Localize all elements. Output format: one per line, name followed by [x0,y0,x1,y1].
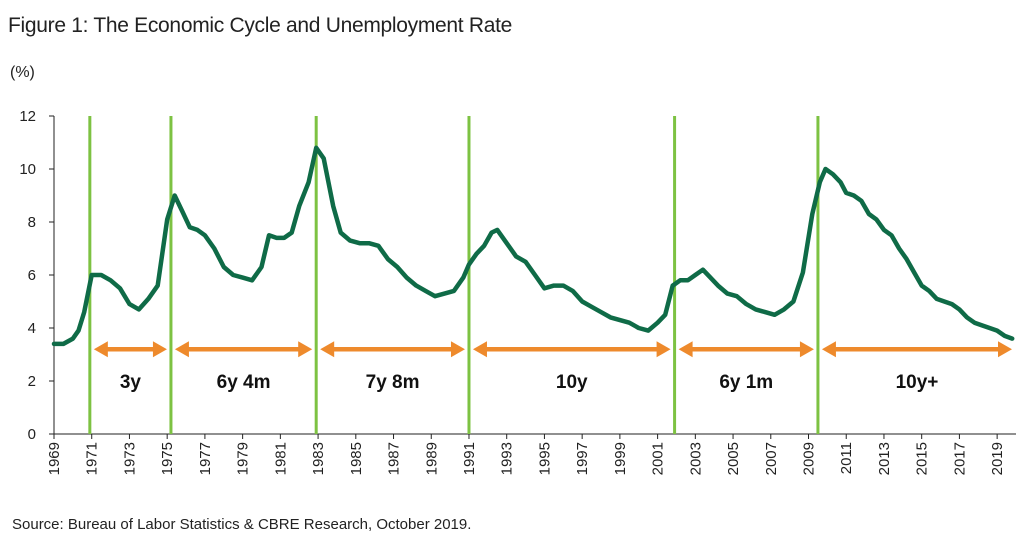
chart-title: Figure 1: The Economic Cycle and Unemplo… [8,14,513,37]
y-tick-label: 4 [28,320,36,337]
cycle-arrow-head-left [320,341,335,358]
cycle-arrow-head-left [174,341,189,358]
source-note: Source: Bureau of Labor Statistics & CBR… [12,516,472,533]
x-tick-label: 1987 [386,442,403,475]
x-tick-label: 1975 [159,442,176,475]
x-tick-label: 1977 [197,442,214,475]
recession-lines [88,116,820,434]
x-tick-label: 1979 [235,442,252,475]
x-tick-label: 2001 [650,442,667,475]
cycle-arrow-head-right [799,341,814,358]
cycle-label: 6y 4m [217,372,271,393]
cycle-arrow-head-right [450,341,465,358]
x-tick-label: 2005 [725,442,742,475]
y-tick-label: 12 [19,108,36,125]
x-tick-label: 1999 [612,442,629,475]
x-tick-label: 1973 [121,442,138,475]
series-group [51,145,1015,347]
cycle-label: 10y+ [896,372,939,393]
x-tick-label: 1969 [46,442,63,475]
cycle-arrow-head-right [298,341,313,358]
x-tick-label: 2015 [914,442,931,475]
y-tick-label: 0 [28,426,36,443]
cycle-arrow-head-right [152,341,167,358]
x-tick-label: 2019 [989,442,1006,475]
cycle-arrow-head-right [656,341,671,358]
x-tick-label: 2009 [801,442,818,475]
cycle-arrow-head-left [678,341,693,358]
cycle-label: 6y 1m [719,372,773,393]
cycle-arrow-head-left [472,341,487,358]
y-tick-label: 8 [28,214,36,231]
x-tick-label: 1981 [272,442,289,475]
axes: 0 2 4 6 8 10 12 1969 1971 1973 1975 1977 1979 1981 198… [19,108,1016,475]
x-tick-label: 1989 [423,442,440,475]
cycle-arrow-head-right [998,341,1012,358]
y-tick-label: 10 [19,161,36,178]
x-tick-label: 2013 [876,442,893,475]
x-tick-label: 1993 [499,442,516,475]
cycle-annotations: 3y 6y 4m 7y 8m 10y 6y 1m 10y+ [93,341,1012,393]
x-tick-label: 1985 [348,442,365,475]
x-tick-label: 2003 [687,442,704,475]
y-tick-label: 6 [28,267,36,284]
x-tick-label: 1983 [310,442,327,475]
y-tick-label: 2 [28,373,36,390]
cycle-label: 3y [120,372,142,393]
unemployment-rate-line [51,145,1015,347]
x-tick-label: 2007 [763,442,780,475]
x-tick-label: 1997 [574,442,591,475]
x-tick-label: 2011 [838,442,855,474]
y-axis-label: (%) [10,64,35,81]
cycle-arrow-head-left [821,341,836,358]
x-tick-label: 1995 [536,442,553,475]
cycle-arrow-head-left [93,341,108,358]
x-tick-label: 1991 [461,442,478,475]
x-tick-label: 1971 [84,442,101,475]
cycle-label: 7y 8m [366,372,420,393]
x-tick-label: 2017 [951,442,968,475]
cycle-label: 10y [556,372,588,393]
